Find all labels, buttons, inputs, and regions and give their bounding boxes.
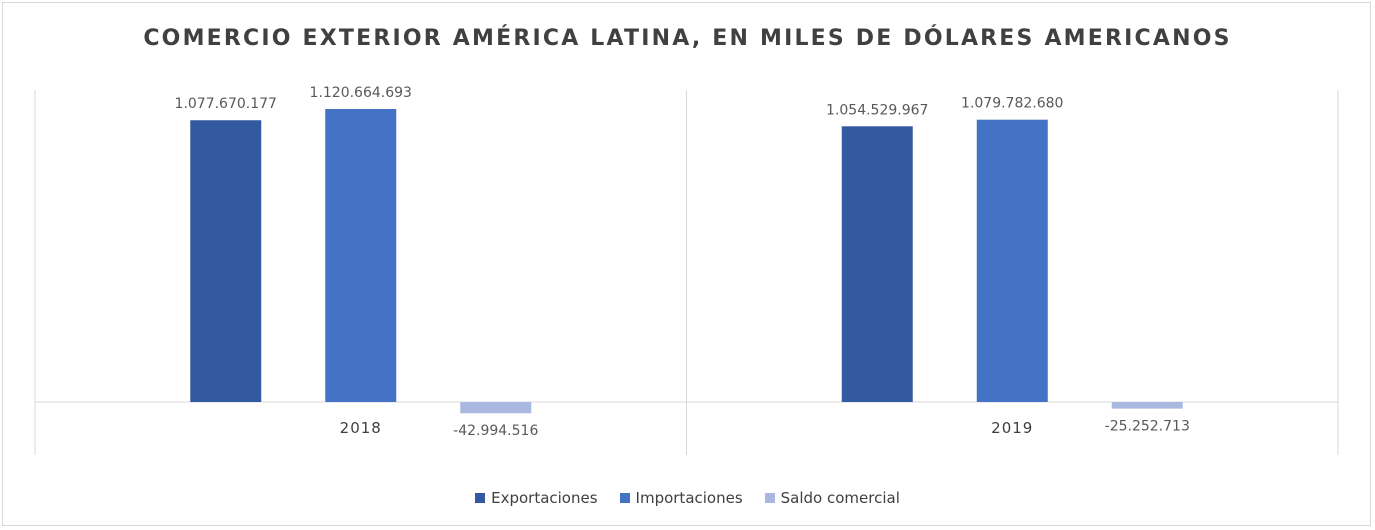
- data-label-saldo-comercial-2018: -42.994.516: [453, 423, 538, 439]
- legend: Exportaciones Importaciones Saldo comerc…: [0, 489, 1375, 507]
- legend-item-saldo-comercial: Saldo comercial: [764, 489, 900, 507]
- legend-item-importaciones: Importaciones: [619, 489, 743, 507]
- legend-label-exportaciones: Exportaciones: [491, 489, 598, 507]
- bar-saldo-comercial-2018: [460, 402, 532, 414]
- legend-label-saldo-comercial: Saldo comercial: [780, 489, 900, 507]
- legend-label-importaciones: Importaciones: [635, 489, 743, 507]
- data-label-saldo-comercial-2019: -25.252.713: [1105, 419, 1190, 435]
- legend-swatch-importaciones: [619, 493, 630, 503]
- legend-swatch-saldo-comercial: [764, 493, 775, 503]
- data-label-importaciones-2018: 1.120.664.693: [310, 85, 412, 101]
- bar-exportaciones-2019: [841, 126, 913, 403]
- category-label-2018: 2018: [340, 419, 382, 437]
- legend-item-exportaciones: Exportaciones: [475, 489, 598, 507]
- data-label-importaciones-2019: 1.079.782.680: [961, 96, 1063, 112]
- chart-title: COMERCIO EXTERIOR AMÉRICA LATINA, EN MIL…: [143, 26, 1232, 51]
- bar-exportaciones-2018: [190, 120, 262, 403]
- legend-swatch-exportaciones: [475, 493, 486, 503]
- data-label-exportaciones-2019: 1.054.529.967: [826, 102, 928, 118]
- bar-importaciones-2019: [976, 119, 1048, 402]
- data-label-exportaciones-2018: 1.077.670.177: [175, 96, 277, 112]
- category-label-2019: 2019: [991, 419, 1033, 437]
- bar-importaciones-2018: [325, 109, 397, 402]
- bar-saldo-comercial-2019: [1111, 402, 1183, 409]
